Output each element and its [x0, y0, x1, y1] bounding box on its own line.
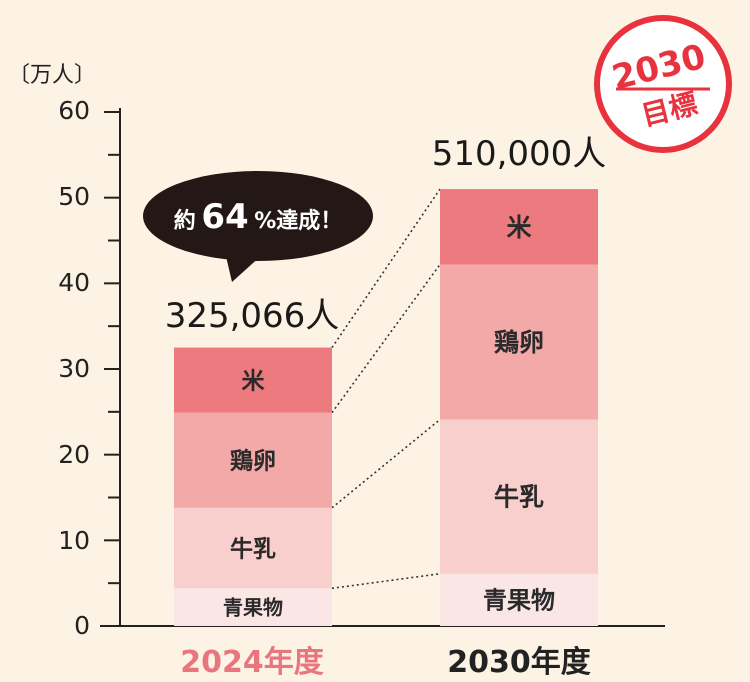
segment-label: 青果物: [483, 587, 555, 615]
segment-label: 青果物: [223, 595, 283, 619]
y-tick-label: 0: [74, 611, 90, 640]
y-tick-label: 20: [58, 440, 90, 469]
y-tick-label: 10: [58, 526, 90, 555]
connector-lines: [331, 188, 441, 590]
segment-label: 米: [506, 213, 532, 242]
total-label-2024: 325,066人: [165, 296, 340, 336]
bar-segment: [440, 573, 598, 626]
target-stamp: 2030 目標: [594, 15, 732, 153]
bars: [174, 189, 598, 626]
y-tick-label: 50: [58, 182, 90, 211]
callout-bubble: [143, 171, 373, 261]
callout-suffix: %達成！: [254, 208, 342, 234]
bar-segment: [174, 588, 332, 626]
callout-prefix: 約: [174, 208, 196, 234]
bar-segment: [440, 264, 598, 420]
y-tick-label: 40: [58, 268, 90, 297]
total-label-2030: 510,000人: [432, 134, 607, 174]
bar-segment: [174, 507, 332, 589]
bar-segment: [174, 347, 332, 413]
y-axis-ticks: [104, 111, 120, 627]
connector-line: [331, 264, 441, 414]
segment-label: 米: [242, 368, 266, 394]
achievement-callout: 約 64 %達成！: [143, 171, 373, 282]
callout-text: 約 64 %達成！: [174, 197, 343, 237]
segment-label: 牛乳: [494, 483, 544, 512]
category-label-2030: 2030年度: [447, 645, 591, 680]
stamp-ring: [594, 15, 732, 153]
bar-segment: [440, 419, 598, 574]
segment-label: 鶏卵: [494, 328, 544, 357]
y-axis-unit-label: 〔万人〕: [8, 63, 96, 88]
callout-tail: [225, 252, 262, 282]
segment-label: 鶏卵: [230, 448, 276, 475]
connector-line: [331, 572, 441, 590]
bar-segment: [174, 412, 332, 508]
y-axis-tick-labels: 0 10 20 30 40 50 60: [58, 96, 90, 640]
connector-line: [331, 418, 441, 509]
callout-number: 64: [201, 197, 248, 237]
bar-segment: [440, 189, 598, 265]
y-tick-label: 30: [58, 354, 90, 383]
segment-label: 牛乳: [230, 535, 276, 562]
connector-line: [331, 188, 441, 349]
category-label-2024: 2024年度: [180, 645, 324, 680]
y-tick-label: 60: [58, 96, 90, 125]
